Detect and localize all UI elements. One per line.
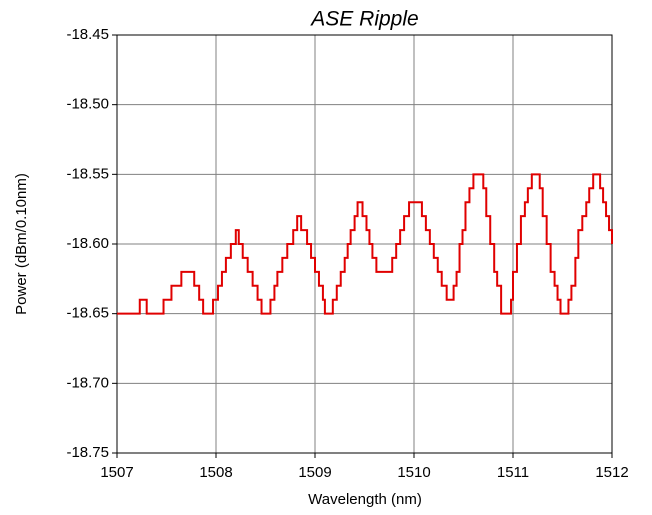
x-tick-label: 1512 bbox=[595, 464, 628, 481]
x-tick-label: 1507 bbox=[100, 464, 133, 481]
y-tick-label: -18.50 bbox=[66, 96, 109, 113]
data-line bbox=[117, 173, 613, 315]
y-tick-label: -18.45 bbox=[66, 26, 109, 43]
x-tick-label: 1510 bbox=[397, 464, 430, 481]
y-tick-label: -18.75 bbox=[66, 444, 109, 461]
x-tick-label: 1511 bbox=[497, 464, 529, 481]
y-axis-label: Power (dBm/0.10nm) bbox=[13, 173, 30, 315]
x-tick-label: 1509 bbox=[298, 464, 331, 481]
y-tick-label: -18.60 bbox=[66, 235, 109, 252]
y-tick-label: -18.65 bbox=[66, 305, 109, 322]
y-tick-label: -18.70 bbox=[66, 374, 109, 391]
x-axis-label: Wavelength (nm) bbox=[308, 491, 422, 508]
x-tick-label: 1508 bbox=[199, 464, 232, 481]
chart-title: ASE Ripple bbox=[309, 8, 418, 31]
y-tick-label: -18.55 bbox=[66, 165, 109, 182]
